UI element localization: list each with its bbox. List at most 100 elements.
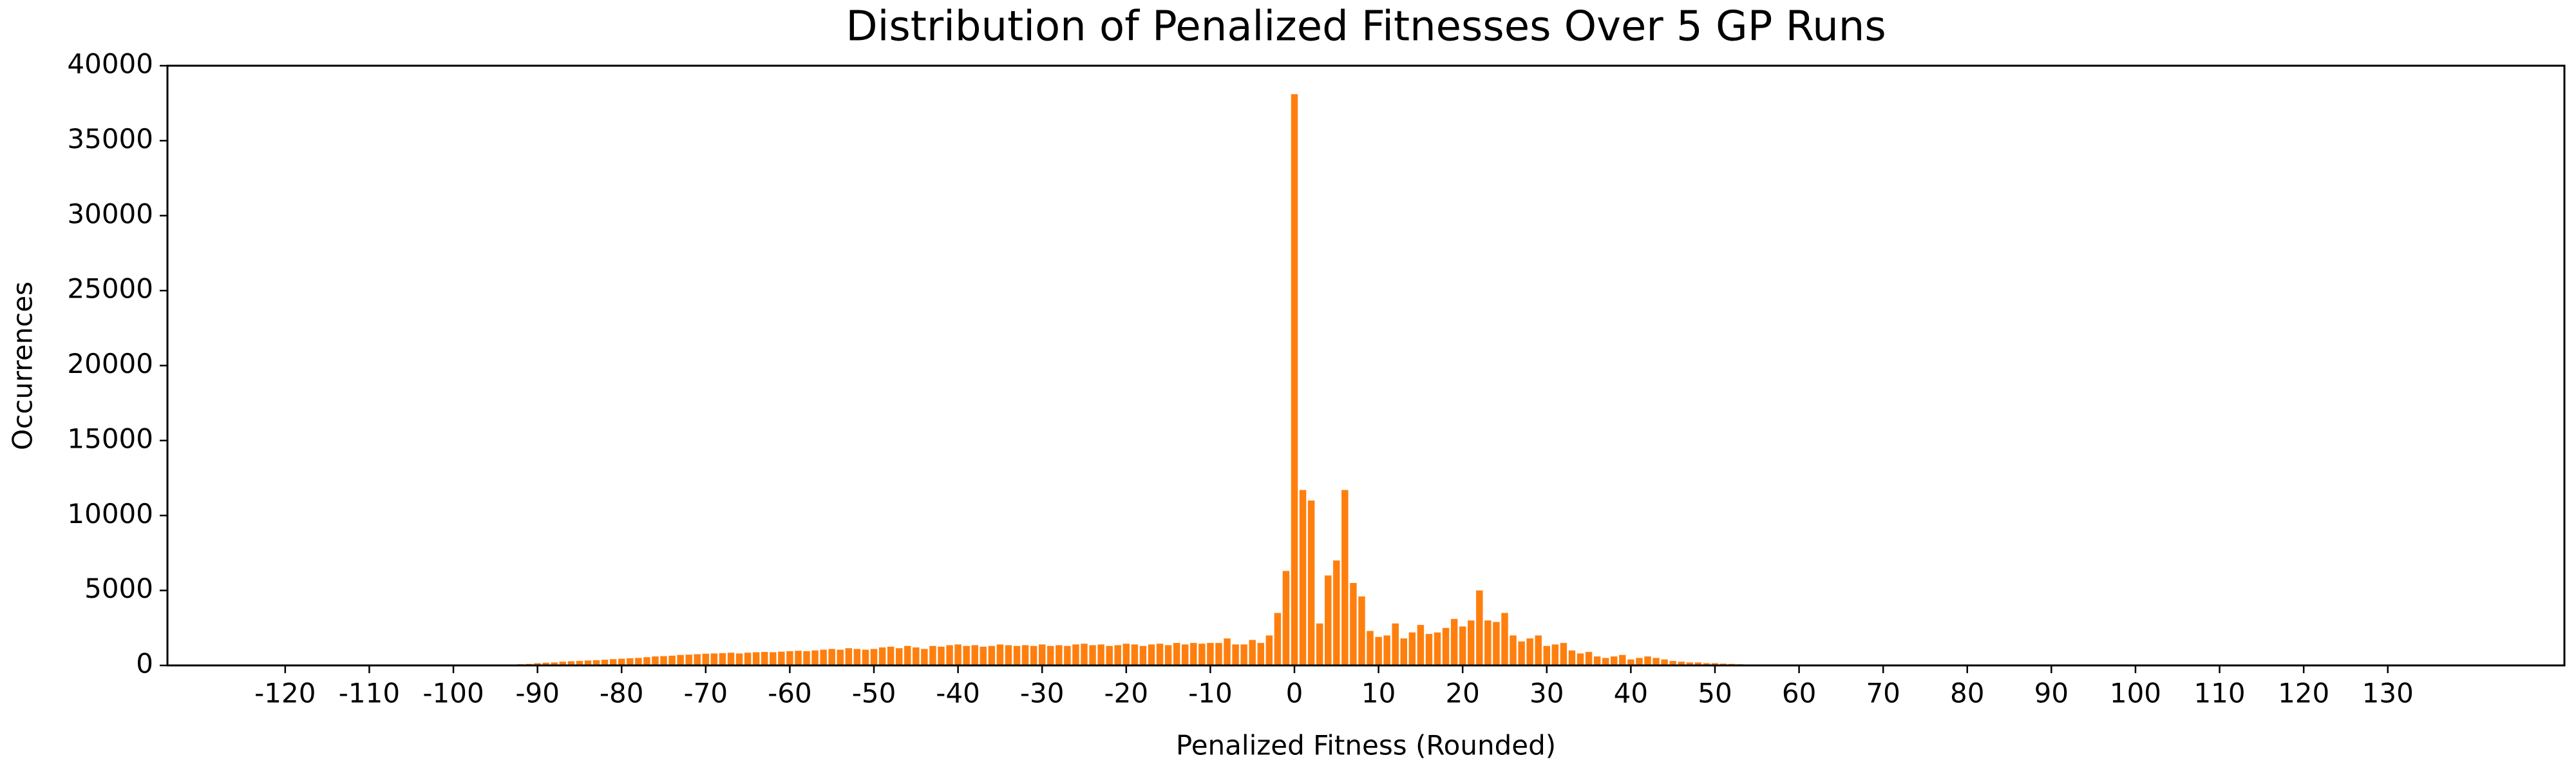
x-axis-label: Penalized Fitness (Rounded) [1176, 730, 1556, 761]
y-tick-label: 15000 [67, 423, 153, 454]
bar [584, 660, 592, 665]
bar [534, 663, 541, 665]
bar [1459, 626, 1466, 665]
bar [1274, 613, 1282, 665]
y-tick-label: 20000 [67, 348, 153, 379]
bar [1257, 643, 1264, 665]
bar [1232, 644, 1239, 665]
bar [778, 651, 785, 665]
bar [1325, 575, 1332, 665]
bar [1678, 662, 1685, 665]
bar [719, 653, 726, 665]
bar [1190, 643, 1197, 665]
bar [1711, 663, 1719, 665]
x-tick-label: -70 [684, 678, 728, 709]
bar [1341, 490, 1349, 665]
bar [1661, 659, 1668, 665]
bar [1602, 658, 1609, 665]
y-tick-label: 25000 [67, 273, 153, 305]
bar [1072, 644, 1079, 665]
bar [1038, 644, 1046, 665]
bar [770, 652, 777, 665]
bar [1249, 640, 1256, 665]
bar [929, 645, 936, 665]
x-tick-label: 100 [2110, 678, 2161, 709]
bar [1686, 662, 1694, 665]
bar [652, 656, 659, 665]
x-tick-label: -40 [936, 678, 980, 709]
bar [1265, 635, 1273, 665]
bar [1097, 644, 1104, 665]
bar [938, 646, 945, 665]
bar [1156, 644, 1164, 665]
bar [618, 658, 625, 665]
bar [1560, 643, 1567, 665]
x-tick-label: -10 [1188, 678, 1233, 709]
bar [601, 660, 609, 665]
bar [1367, 631, 1374, 665]
bar [862, 649, 869, 665]
bar [567, 661, 575, 665]
bar [677, 654, 684, 665]
bar [1021, 645, 1029, 665]
bar [971, 645, 978, 665]
x-tick-label: 20 [1445, 678, 1479, 709]
x-tick-label: 30 [1530, 678, 1564, 709]
bar [735, 653, 743, 665]
bar [542, 662, 549, 665]
bar [786, 651, 793, 665]
y-tick-label: 0 [136, 648, 153, 680]
bar [996, 644, 1004, 665]
bar [853, 649, 861, 665]
bar [946, 645, 953, 665]
bar [627, 658, 634, 665]
y-tick-label: 10000 [67, 498, 153, 530]
bar [1375, 636, 1382, 665]
bar [761, 652, 768, 665]
bar [643, 657, 650, 665]
x-tick-label: -20 [1104, 678, 1148, 709]
bar [1694, 662, 1702, 665]
bar [1081, 644, 1088, 665]
bar [870, 649, 878, 665]
x-tick-label: -90 [515, 678, 560, 709]
bar [1350, 582, 1357, 665]
bar [1207, 643, 1214, 665]
bar [702, 653, 710, 665]
bar [1476, 590, 1483, 665]
bar [980, 646, 987, 665]
bar [1198, 644, 1206, 665]
bar [694, 654, 701, 665]
x-tick-label: 50 [1698, 678, 1732, 709]
bar [1122, 644, 1130, 665]
x-tick-label: 70 [1866, 678, 1900, 709]
bar [1703, 663, 1710, 665]
bar [1627, 659, 1634, 665]
bar [1106, 645, 1113, 665]
bar [1611, 656, 1618, 665]
bar [1585, 652, 1593, 665]
bar [795, 651, 802, 665]
bar [845, 648, 853, 665]
bar [1299, 490, 1307, 665]
x-tick-label: -60 [768, 678, 812, 709]
bar [1056, 645, 1063, 665]
bar [592, 660, 600, 665]
bar [1148, 644, 1155, 665]
x-tick-label: 40 [1614, 678, 1648, 709]
bar [551, 662, 558, 665]
bar [1089, 645, 1096, 665]
bar [1535, 635, 1542, 665]
bar [1577, 653, 1584, 665]
x-tick-label: -30 [1020, 678, 1065, 709]
x-tick-label: -110 [339, 678, 400, 709]
bar [1526, 638, 1533, 665]
y-tick-label: 35000 [67, 123, 153, 155]
x-tick-label: 130 [2362, 678, 2414, 709]
bar [1240, 644, 1247, 665]
x-tick-label: -100 [422, 678, 484, 709]
bar [1442, 627, 1450, 665]
bar [744, 653, 752, 665]
bar [1181, 644, 1189, 665]
